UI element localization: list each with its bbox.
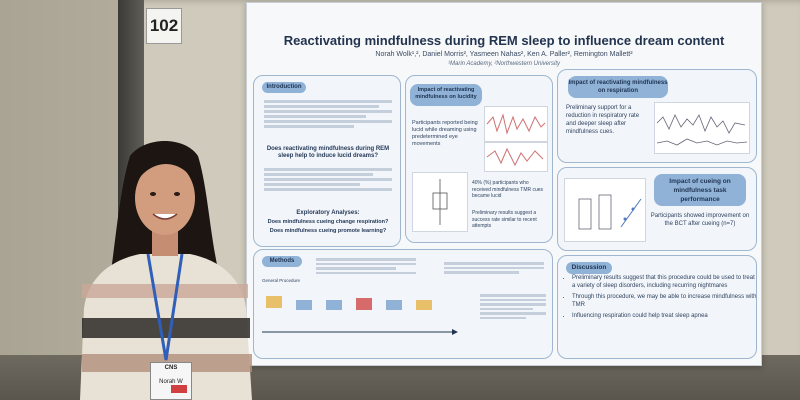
methods-lrlr-lines	[444, 260, 544, 276]
methods-bct-lines	[316, 256, 416, 276]
cueing-figure	[564, 178, 646, 242]
name-badge: CNS Norah W	[150, 362, 192, 400]
discussion-panel: Discussion Preliminary results suggest t…	[557, 255, 757, 359]
poster-authors: Norah Wolk¹,², Daniel Morris², Yasmeen N…	[375, 51, 633, 58]
discussion-title: Discussion	[566, 262, 612, 274]
eye-movement-trace-2	[486, 147, 544, 167]
intro-question: Does reactivating mindfulness during REM…	[266, 146, 390, 159]
methods-panel: Methods General Procedure	[253, 249, 553, 359]
lucidity-result-2: Preliminary results suggest a success ra…	[472, 210, 537, 229]
exploratory-title: Exploratory Analyses:	[296, 210, 360, 216]
discussion-item: Influencing respiration could help treat…	[572, 312, 758, 320]
lucidity-title: Impact of reactivating mindfulness on lu…	[410, 84, 482, 106]
discussion-item: Through this procedure, we may be able t…	[572, 293, 758, 309]
cueing-title: Impact of cueing on mindfulness task per…	[654, 174, 746, 206]
lucidity-panel: Impact of reactivating mindfulness on lu…	[405, 75, 553, 243]
cueing-chart	[578, 194, 642, 230]
badge-ribbon	[171, 385, 187, 393]
booth-number-card: 102	[146, 8, 182, 44]
booth-number: 102	[149, 16, 179, 35]
lucidity-text: Participants reported being lucid while …	[412, 120, 478, 147]
respiration-panel: Impact of reactivating mindfulness on re…	[557, 69, 757, 163]
respiration-figure	[654, 102, 750, 154]
respiration-title: Impact of reactivating mindfulness on re…	[568, 76, 668, 98]
badge-name: Norah W	[159, 379, 183, 385]
eye-movement-figure	[484, 106, 548, 142]
methods-label: General Procedure	[262, 278, 301, 283]
methods-tmr-lines	[480, 292, 546, 321]
boxplot	[432, 179, 448, 225]
discussion-list: Preliminary results suggest that this pr…	[562, 274, 758, 320]
boxplot-figure	[412, 172, 468, 232]
respiration-trace	[656, 114, 748, 146]
research-poster: Reactivating mindfulness during REM slee…	[246, 2, 762, 366]
cueing-text: Participants showed improvement on the B…	[650, 213, 750, 227]
poster-title: Reactivating mindfulness during REM slee…	[283, 33, 725, 48]
procedure-diagram	[262, 296, 458, 335]
intro-body-lines	[264, 98, 392, 130]
methods-title: Methods	[262, 256, 302, 267]
eye-movement-figure-2	[484, 142, 548, 172]
intro-panel: Introduction Does reactivating mindfulne…	[253, 75, 401, 247]
exploratory-q1: Does mindfulness cueing change respirati…	[267, 219, 389, 225]
badge-org: CNS	[164, 365, 178, 371]
respiration-text: Preliminary support for a reduction in r…	[566, 105, 640, 135]
presenter	[80, 141, 252, 400]
eye-movement-trace	[486, 113, 546, 135]
discussion-item: Preliminary results suggest that this pr…	[572, 274, 758, 290]
cueing-panel: Impact of cueing on mindfulness task per…	[557, 167, 757, 251]
poster-affiliations: ¹Marin Academy, ²Northwestern University	[447, 61, 561, 67]
lucidity-result: 40% (%) participants who received mindfu…	[472, 180, 544, 199]
intro-title: Introduction	[262, 82, 306, 93]
intro-body-lines-2	[264, 166, 392, 193]
exploratory-q2: Does mindfulness cueing promote learning…	[269, 228, 387, 234]
